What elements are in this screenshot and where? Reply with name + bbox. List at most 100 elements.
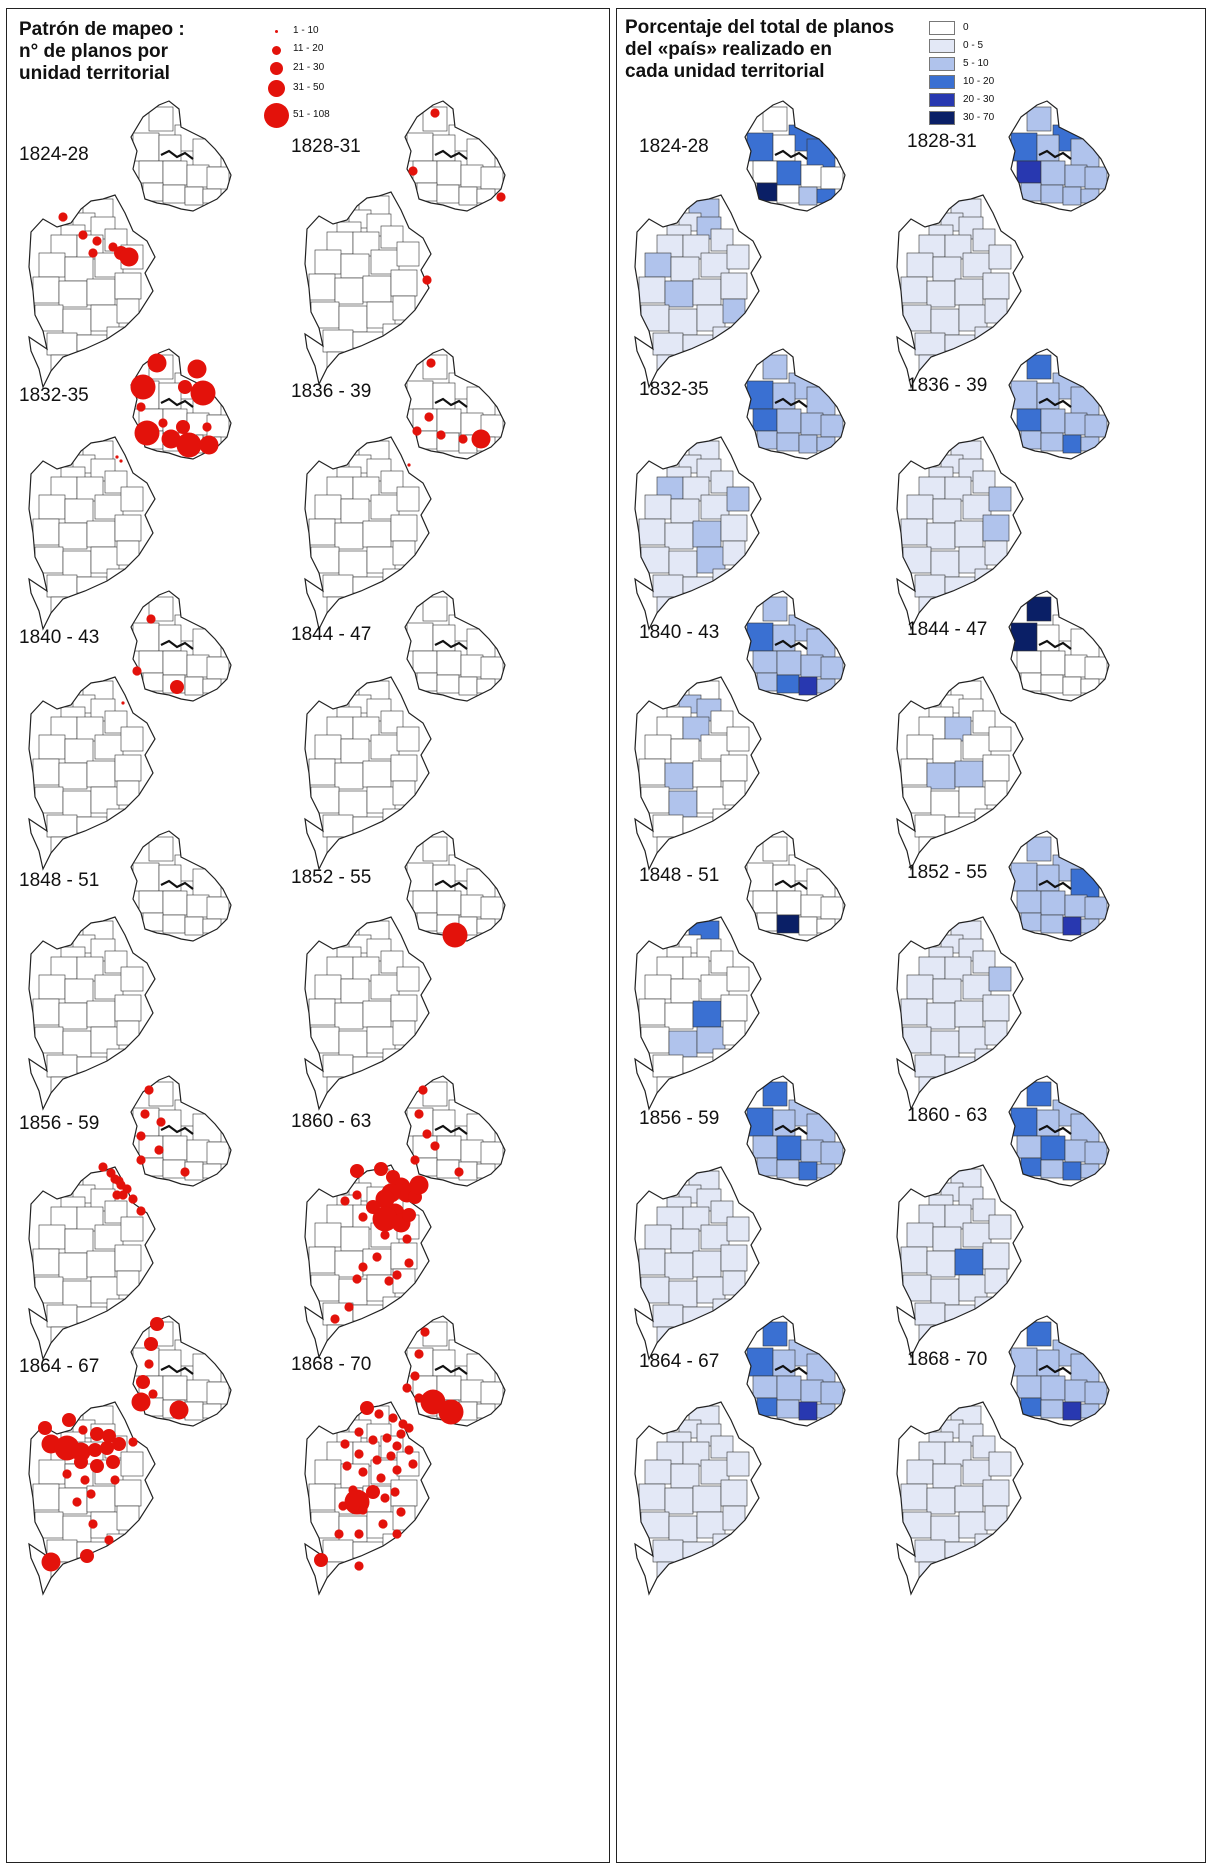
- partido-19: [652, 1304, 684, 1328]
- uruguay-map-9: [404, 1075, 506, 1187]
- departamento-4: [192, 1353, 222, 1383]
- departamento-8: [1084, 656, 1108, 680]
- partido-16: [930, 1515, 960, 1543]
- departamento-9: [756, 430, 778, 450]
- departamento-4: [806, 386, 836, 416]
- departamento-2: [406, 862, 434, 892]
- map-symbol: [158, 418, 168, 428]
- river-rio-negro: [434, 397, 468, 408]
- departamento-7: [800, 894, 824, 918]
- uruguay-map-3: [404, 348, 506, 460]
- partido-12: [926, 762, 956, 790]
- map-symbol: [144, 1085, 154, 1095]
- partido-21: [712, 1048, 740, 1066]
- map-symbol: [128, 1194, 138, 1204]
- departamento-8: [1084, 1141, 1108, 1165]
- departamento-4: [466, 628, 496, 658]
- departamento-7: [1064, 412, 1088, 436]
- partido-8: [932, 1463, 962, 1489]
- partido-20: [352, 816, 384, 834]
- map-symbol: [407, 463, 411, 467]
- partido-8: [340, 253, 370, 279]
- partido-10: [988, 966, 1012, 992]
- partido-20: [682, 1541, 714, 1559]
- partido-21: [974, 326, 1002, 344]
- departamento-6: [776, 890, 802, 916]
- partido-16: [668, 550, 698, 578]
- departamento-6: [776, 160, 802, 186]
- partido-7: [644, 1459, 672, 1485]
- map-symbol: [140, 1109, 150, 1119]
- map-symbol: [471, 429, 491, 449]
- partido-13: [954, 760, 984, 788]
- legend-swatch-0: [929, 21, 955, 35]
- partido-12: [926, 1487, 956, 1515]
- river-rio-negro: [1038, 397, 1072, 408]
- departamento-10: [1040, 184, 1064, 204]
- partido-19: [322, 329, 354, 353]
- departamento-7: [1064, 164, 1088, 188]
- partido-14: [390, 269, 418, 297]
- departamento-10: [776, 1399, 800, 1419]
- departamento-0: [1026, 354, 1052, 380]
- partido-7: [38, 974, 66, 1000]
- partido-8: [64, 498, 94, 524]
- partido-15: [902, 1026, 932, 1054]
- uruguay-map-4: [130, 590, 232, 702]
- departamento-0: [1026, 836, 1052, 862]
- map-symbol: [358, 1212, 368, 1222]
- map-symbol: [110, 1475, 120, 1485]
- partido-14: [720, 1479, 748, 1507]
- partido-16: [668, 1280, 698, 1308]
- map-symbol: [128, 1437, 138, 1447]
- departamento-7: [1064, 654, 1088, 678]
- departamento-2: [1010, 1347, 1038, 1377]
- partido-11: [308, 1483, 336, 1511]
- map-symbol: [408, 166, 418, 176]
- map-symbol: [132, 666, 142, 676]
- partido-12: [334, 762, 364, 790]
- map-symbol: [390, 1487, 400, 1497]
- partido-16: [668, 1515, 698, 1543]
- buenos-aires-map-6: [28, 916, 156, 1111]
- partido-15: [640, 786, 670, 814]
- river-rio-negro: [160, 1364, 194, 1375]
- partido-13: [86, 760, 116, 788]
- buenos-aires-map-2: [28, 436, 156, 631]
- map-symbol: [62, 1469, 72, 1479]
- uruguay-map-0: [744, 100, 846, 212]
- departamento-5: [752, 408, 778, 432]
- map-symbol: [88, 1519, 98, 1529]
- partido-21: [382, 568, 410, 586]
- departamento-8: [480, 1381, 504, 1405]
- partido-10: [726, 726, 750, 752]
- partido-14: [982, 514, 1010, 542]
- partido-18: [984, 540, 1008, 566]
- partido-17: [696, 786, 726, 814]
- partido-20: [76, 1056, 108, 1074]
- departamento-5: [1016, 890, 1042, 914]
- map-symbol: [169, 1400, 189, 1420]
- departamento-5: [752, 650, 778, 674]
- partido-7: [314, 249, 342, 275]
- departamento-6: [1040, 890, 1066, 916]
- partido-21: [106, 1298, 134, 1316]
- map-symbol: [80, 1475, 90, 1485]
- partido-14: [982, 1242, 1010, 1270]
- partido-15: [640, 304, 670, 332]
- departamento-4: [466, 138, 496, 168]
- partido-19: [914, 814, 946, 838]
- departamento-2: [1010, 380, 1038, 410]
- legend-swatch-2: [929, 57, 955, 71]
- map-symbol: [62, 1413, 76, 1427]
- departamento-10: [1040, 1159, 1064, 1179]
- map-symbol: [90, 1427, 104, 1441]
- departamento-8: [206, 1381, 230, 1405]
- partido-11: [900, 1483, 928, 1511]
- departamento-5: [752, 160, 778, 184]
- departamento-9: [1020, 430, 1042, 450]
- partido-21: [106, 568, 134, 586]
- buenos-aires-map-11: [896, 1401, 1024, 1596]
- partido-10: [988, 1451, 1012, 1477]
- map-symbol: [115, 455, 119, 459]
